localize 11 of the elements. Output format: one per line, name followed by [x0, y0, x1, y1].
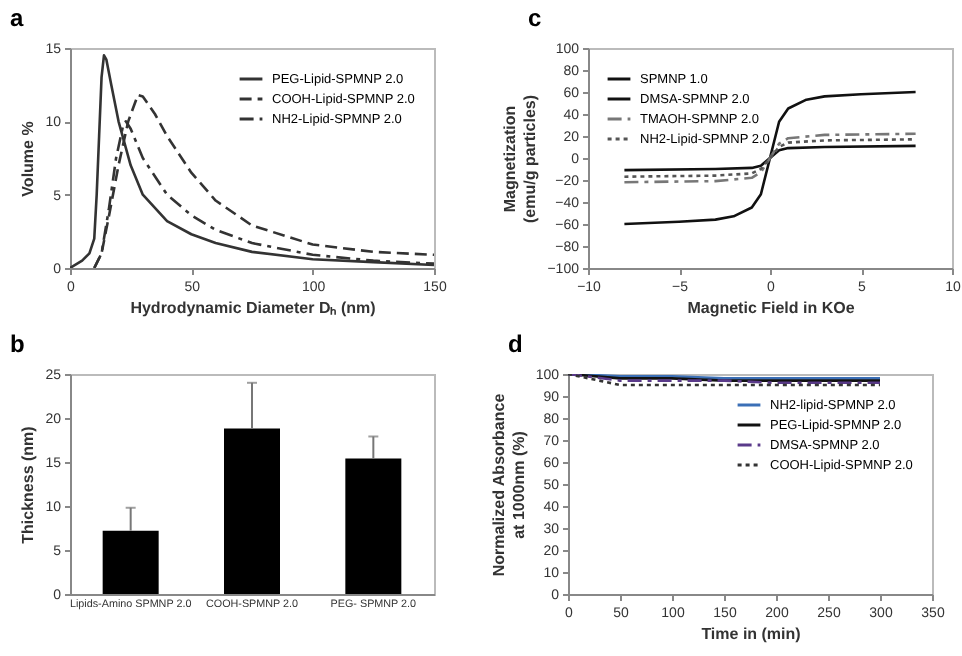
- y-axis-title: Magnetization (emu/g particles): [501, 94, 540, 224]
- x-axis-title: Time in (min): [701, 625, 802, 643]
- chart-title: a: [10, 4, 24, 32]
- y-axis-title: Normalized Absorbance at 1000nm (%): [489, 392, 528, 577]
- chart-title: d: [508, 330, 523, 358]
- y-axis-title: Thickness (nm): [19, 425, 38, 544]
- x-axis-title: Magnetic Field in KOe: [687, 299, 856, 317]
- y-axis-title: Volume %: [19, 121, 38, 197]
- x-axis-title: Hydrodynamic Diameter Dₕ (nm): [130, 299, 377, 317]
- chart-title: b: [10, 330, 25, 358]
- chart-title: c: [528, 4, 542, 32]
